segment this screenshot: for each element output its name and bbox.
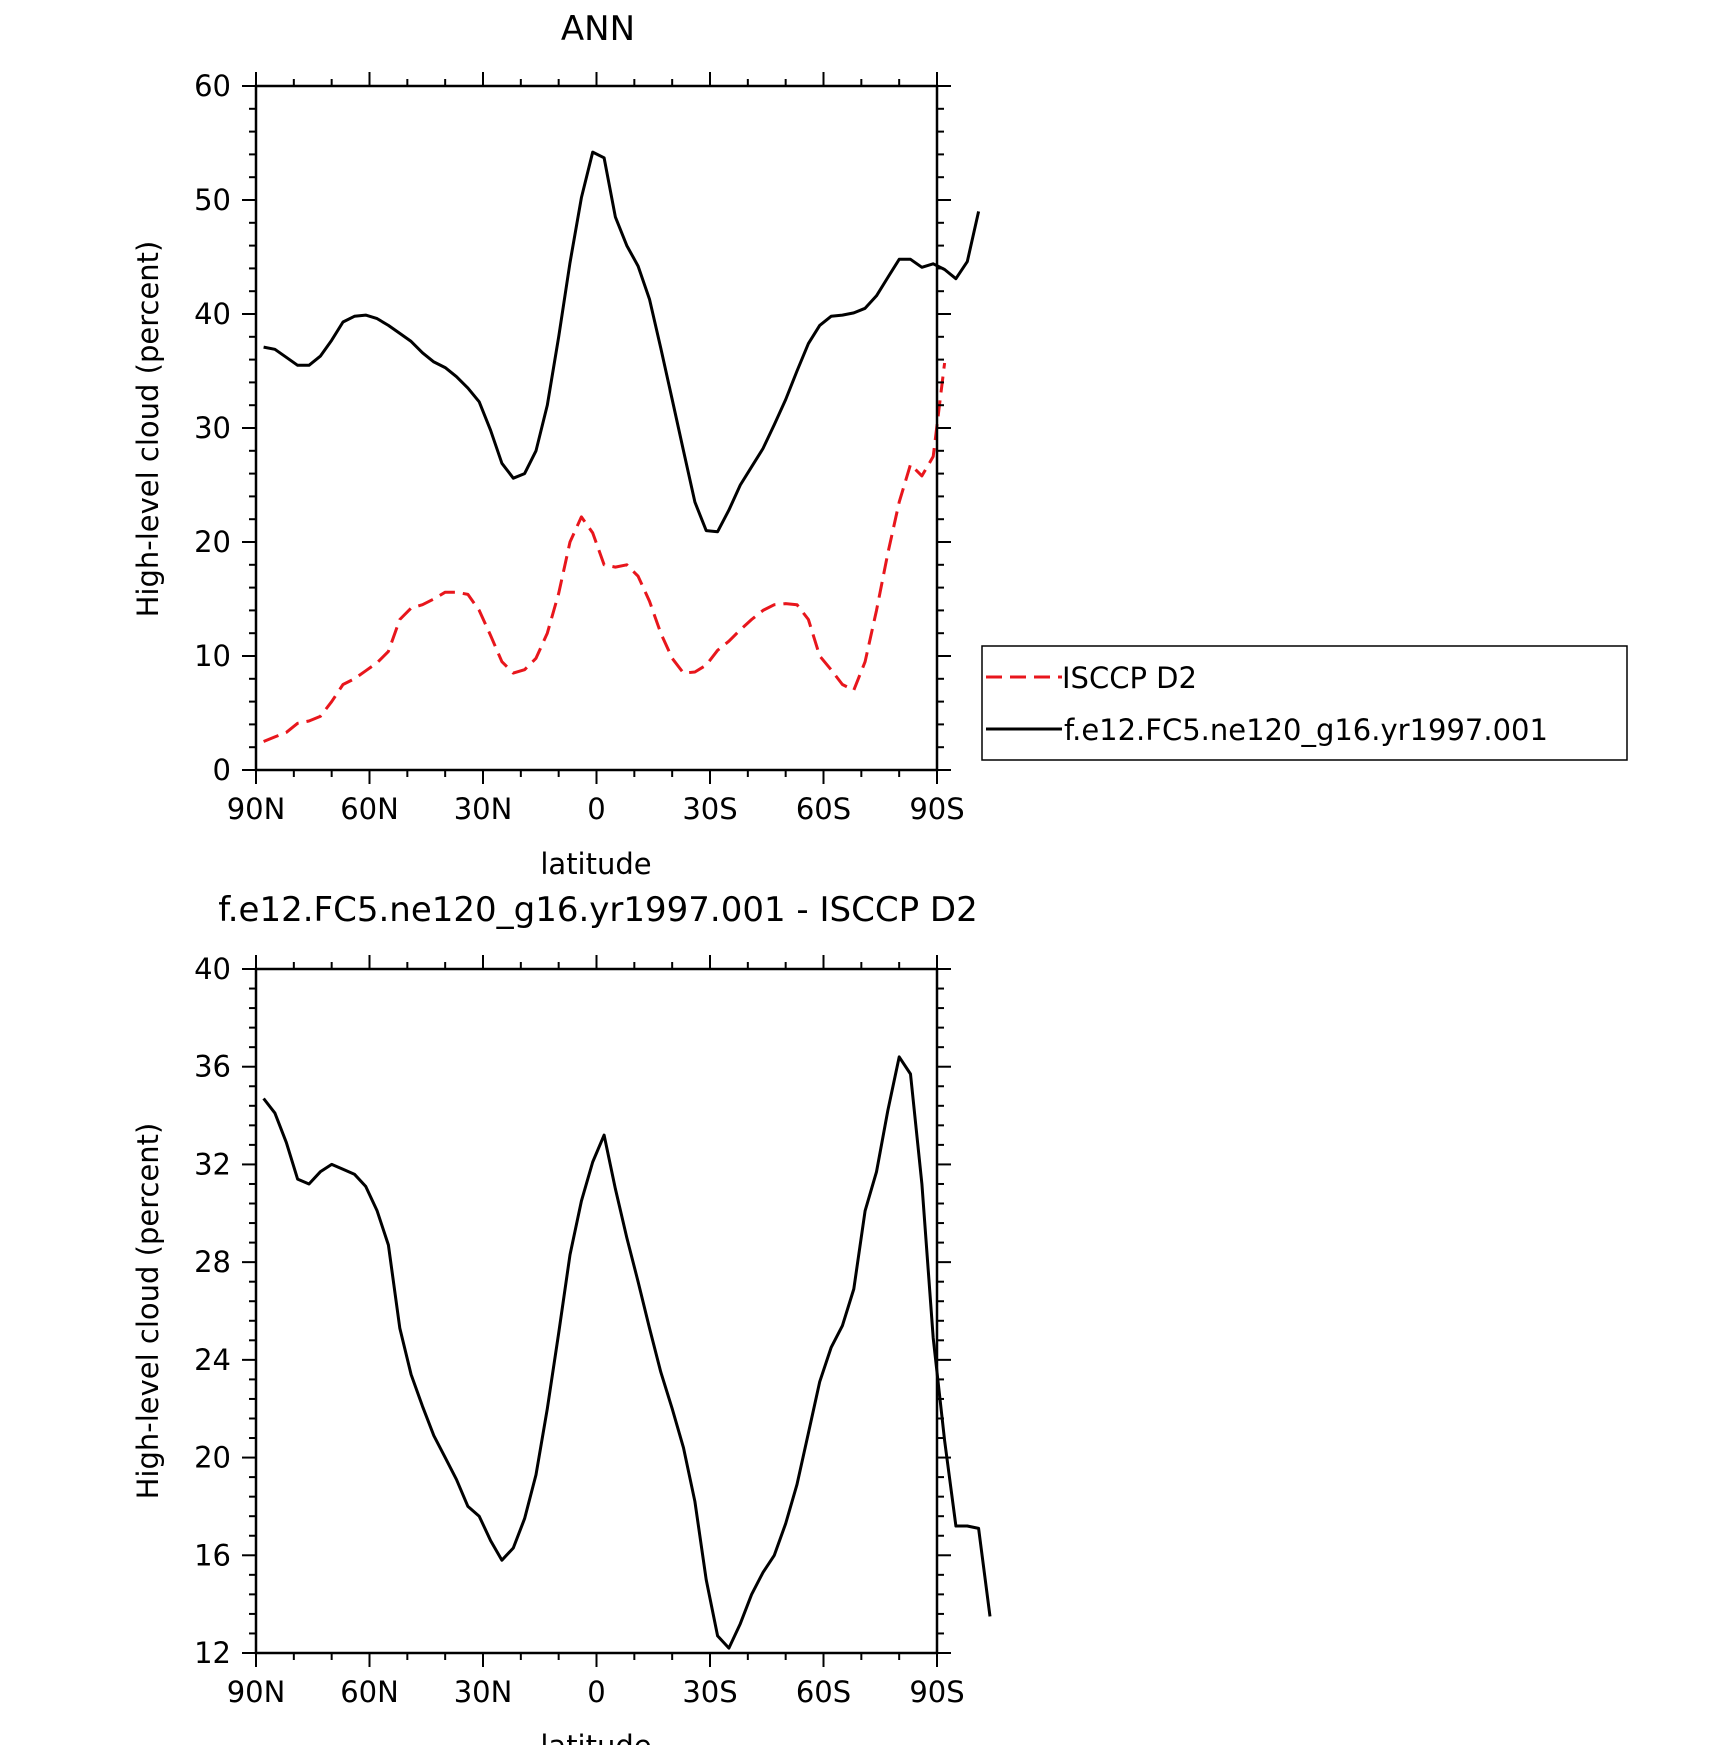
legend: ISCCP D2 f.e12.FC5.ne120_g16.yr1997.001 — [981, 645, 1628, 761]
top-y-tick-label: 50 — [194, 183, 231, 217]
top-x-tick-label: 90N — [227, 792, 286, 826]
bottom-x-tick-label: 30S — [682, 1675, 737, 1709]
top-x-tick-label: 90S — [909, 792, 964, 826]
top-y-tick-label: 10 — [194, 639, 231, 673]
bottom-y-tick-label: 36 — [194, 1050, 231, 1084]
top-y-tick-label: 60 — [194, 69, 231, 103]
top-panel: ANN 90N 60N 30N 0 30S 60S 90S 0 10 20 30 40 50 60 lat… — [131, 9, 981, 881]
top-x-tick-label: 60S — [796, 792, 851, 826]
bottom-y-axis-label: High-level cloud (percent) — [131, 1123, 165, 1500]
bottom-panel: f.e12.FC5.ne120_g16.yr1997.001 - ISCCP D… — [131, 890, 992, 1745]
bottom-y-tick-label: 40 — [194, 952, 231, 986]
top-y-axis-label: High-level cloud (percent) — [131, 241, 165, 618]
top-y-tick-label: 40 — [194, 297, 231, 331]
top-y-tick-label: 30 — [194, 411, 231, 445]
top-plot-frame — [254, 84, 939, 772]
bottom-series-group — [262, 1055, 992, 1650]
legend-box — [981, 645, 1628, 761]
bottom-x-tick-label: 0 — [587, 1675, 605, 1709]
bottom-series-line-0 — [262, 1055, 992, 1650]
legend-label-model: f.e12.FC5.ne120_g16.yr1997.001 — [1064, 713, 1548, 747]
bottom-x-tick-label: 60S — [796, 1675, 851, 1709]
top-x-tick-label: 0 — [587, 792, 605, 826]
top-x-tick-label: 30S — [682, 792, 737, 826]
bottom-x-tick-label: 90S — [909, 1675, 964, 1709]
top-ticks-group: 90N 60N 30N 0 30S 60S 90S 0 10 20 30 40 50 60 — [194, 69, 965, 826]
top-y-tick-label: 20 — [194, 525, 231, 559]
top-x-tick-label: 60N — [340, 792, 399, 826]
top-series-line-0 — [263, 362, 947, 743]
bottom-y-tick-label: 20 — [194, 1441, 231, 1475]
bottom-plot-frame — [254, 967, 939, 1655]
bottom-x-axis-label: latitude — [540, 1729, 651, 1745]
top-x-tick-label: 30N — [454, 792, 513, 826]
top-chart-title: ANN — [561, 9, 635, 49]
bottom-y-tick-label: 28 — [194, 1245, 231, 1279]
legend-label-isccp: ISCCP D2 — [1062, 661, 1197, 695]
bottom-ticks-group: 90N 60N 30N 0 30S 60S 90S 12 16 20 24 28 32 36 40 — [194, 952, 965, 1709]
bottom-y-tick-label: 16 — [194, 1538, 231, 1572]
top-x-axis-label: latitude — [540, 847, 651, 881]
bottom-x-tick-label: 30N — [454, 1675, 513, 1709]
bottom-x-tick-label: 90N — [227, 1675, 286, 1709]
bottom-y-tick-label: 32 — [194, 1147, 231, 1181]
bottom-y-tick-label: 24 — [194, 1343, 231, 1377]
bottom-chart-title: f.e12.FC5.ne120_g16.yr1997.001 - ISCCP D… — [218, 890, 977, 930]
top-series-line-1 — [263, 150, 981, 534]
top-series-group — [263, 150, 981, 743]
bottom-x-tick-label: 60N — [340, 1675, 399, 1709]
bottom-y-tick-label: 12 — [194, 1636, 231, 1670]
top-y-tick-label: 0 — [213, 753, 231, 787]
